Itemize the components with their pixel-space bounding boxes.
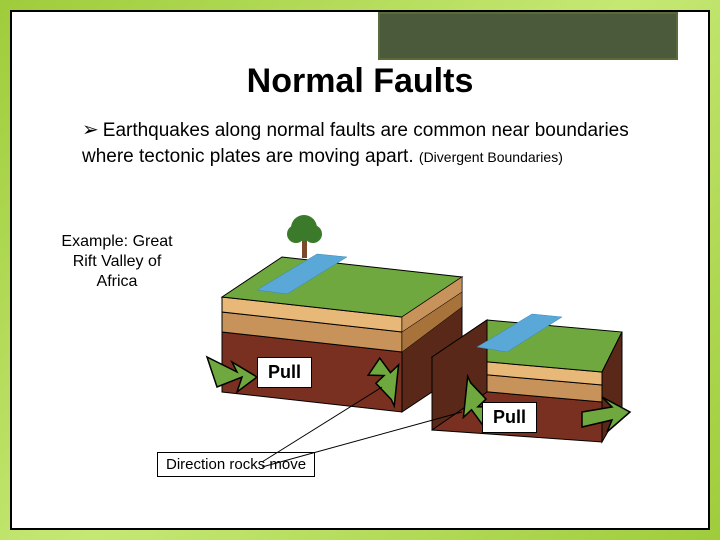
slide-inner: Normal Faults ➢Earthquakes along normal …: [10, 10, 710, 530]
bullet-icon: ➢: [82, 119, 99, 141]
pull-label-1: Pull: [257, 357, 312, 388]
fault-diagram: [202, 212, 632, 452]
slide-background: Normal Faults ➢Earthquakes along normal …: [0, 0, 720, 540]
pull-label-2: Pull: [482, 402, 537, 433]
slide-title: Normal Faults: [12, 62, 708, 101]
direction-label: Direction rocks move: [157, 452, 315, 477]
body-text: ➢Earthquakes along normal faults are com…: [82, 117, 648, 170]
body-small: (Divergent Boundaries): [419, 149, 563, 165]
title-accent-bar: [378, 12, 678, 60]
example-text: Example: Great Rift Valley of Africa: [52, 232, 182, 292]
